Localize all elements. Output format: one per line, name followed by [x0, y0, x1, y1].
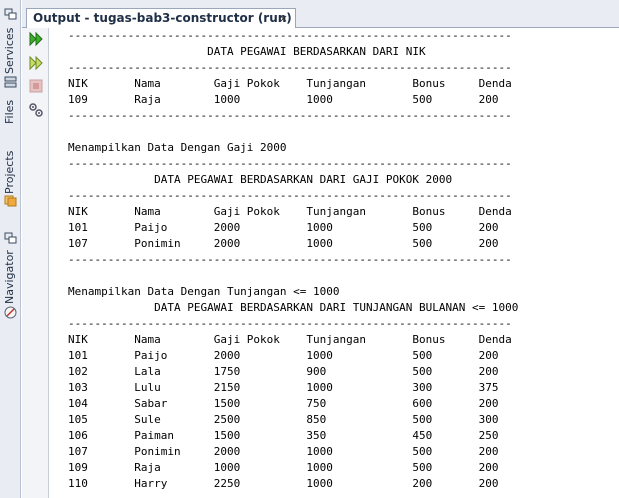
console-line: NIK Nama Gaji Pokok Tunjangan Bonus Dend…: [68, 333, 512, 346]
navigator-tab-label: Navigator: [3, 250, 16, 304]
console-line: 102 Lala 1750 900 500 200: [68, 365, 499, 378]
navigator-window-icon: [4, 232, 17, 244]
console-line: 101 Paijo 2000 1000 500 200: [68, 349, 499, 362]
console-line: 103 Lulu 2150 1000 300 375: [68, 381, 499, 394]
settings-icon[interactable]: [28, 102, 44, 118]
navigator-icon: [4, 306, 17, 319]
console-line: NIK Nama Gaji Pokok Tunjangan Bonus Dend…: [68, 77, 512, 90]
console-line: DATA PEGAWAI BERDASARKAN DARI NIK: [68, 45, 426, 58]
services-tab-label: Services: [3, 27, 16, 74]
projects-tab[interactable]: Projects: [0, 128, 21, 218]
side-panel-tabs: Services Files Projects Navigator: [0, 0, 21, 498]
console-line: DATA PEGAWAI BERDASARKAN DARI GAJI POKOK…: [68, 173, 453, 186]
console-line: 109 Raja 1000 1000 500 200: [68, 93, 499, 106]
console-line: 110 Harry 2250 1000 200 200: [68, 477, 499, 490]
console-line: ----------------------------------------…: [68, 253, 512, 266]
console-line: 109 Raja 1000 1000 500 200: [68, 461, 499, 474]
projects-icon: [4, 195, 17, 207]
console-line: DATA PEGAWAI BERDASARKAN DARI TUNJANGAN …: [68, 301, 519, 314]
console-line: 107 Ponimin 2000 1000 500 200: [68, 445, 499, 458]
output-tab-bar: Output - tugas-bab3-constructor (run) ×: [22, 0, 619, 28]
services-icon: [4, 8, 17, 20]
rerun-with-args-icon[interactable]: [28, 55, 44, 71]
console-text: ----------------------------------------…: [68, 28, 619, 492]
console-line: NIK Nama Gaji Pokok Tunjangan Bonus Dend…: [68, 205, 512, 218]
console-line: 107 Ponimin 2000 1000 500 200: [68, 237, 499, 250]
console-line: ----------------------------------------…: [68, 29, 512, 42]
console-output[interactable]: ----------------------------------------…: [68, 28, 619, 498]
console-line: ----------------------------------------…: [68, 109, 512, 122]
output-tab-title: Output - tugas-bab3-constructor (run): [33, 11, 292, 25]
console-line: ----------------------------------------…: [68, 157, 512, 170]
console-line: Menampilkan Data Dengan Gaji 2000: [68, 141, 287, 154]
console-line: 105 Sule 2500 850 500 300: [68, 413, 499, 426]
navigator-tab[interactable]: Navigator: [0, 230, 21, 330]
files-tab-label: Files: [3, 99, 16, 124]
console-line: ----------------------------------------…: [68, 317, 512, 330]
output-toolbar: [22, 28, 49, 498]
close-icon[interactable]: ×: [278, 12, 288, 25]
files-tab[interactable]: Files: [0, 76, 21, 126]
console-line: ----------------------------------------…: [68, 189, 512, 202]
projects-tab-label: Projects: [3, 150, 16, 194]
output-tab[interactable]: Output - tugas-bab3-constructor (run) ×: [26, 8, 296, 28]
console-line: 101 Paijo 2000 1000 500 200: [68, 221, 499, 234]
stop-icon[interactable]: [28, 78, 44, 94]
console-line: ----------------------------------------…: [68, 61, 512, 74]
console-line: 104 Sabar 1500 750 600 200: [68, 397, 499, 410]
services-tab[interactable]: Services: [0, 4, 21, 74]
files-icon: [4, 76, 17, 88]
rerun-icon[interactable]: [28, 31, 44, 47]
console-line: 106 Paiman 1500 350 450 250: [68, 429, 499, 442]
console-line: Menampilkan Data Dengan Tunjangan <= 100…: [68, 285, 340, 298]
